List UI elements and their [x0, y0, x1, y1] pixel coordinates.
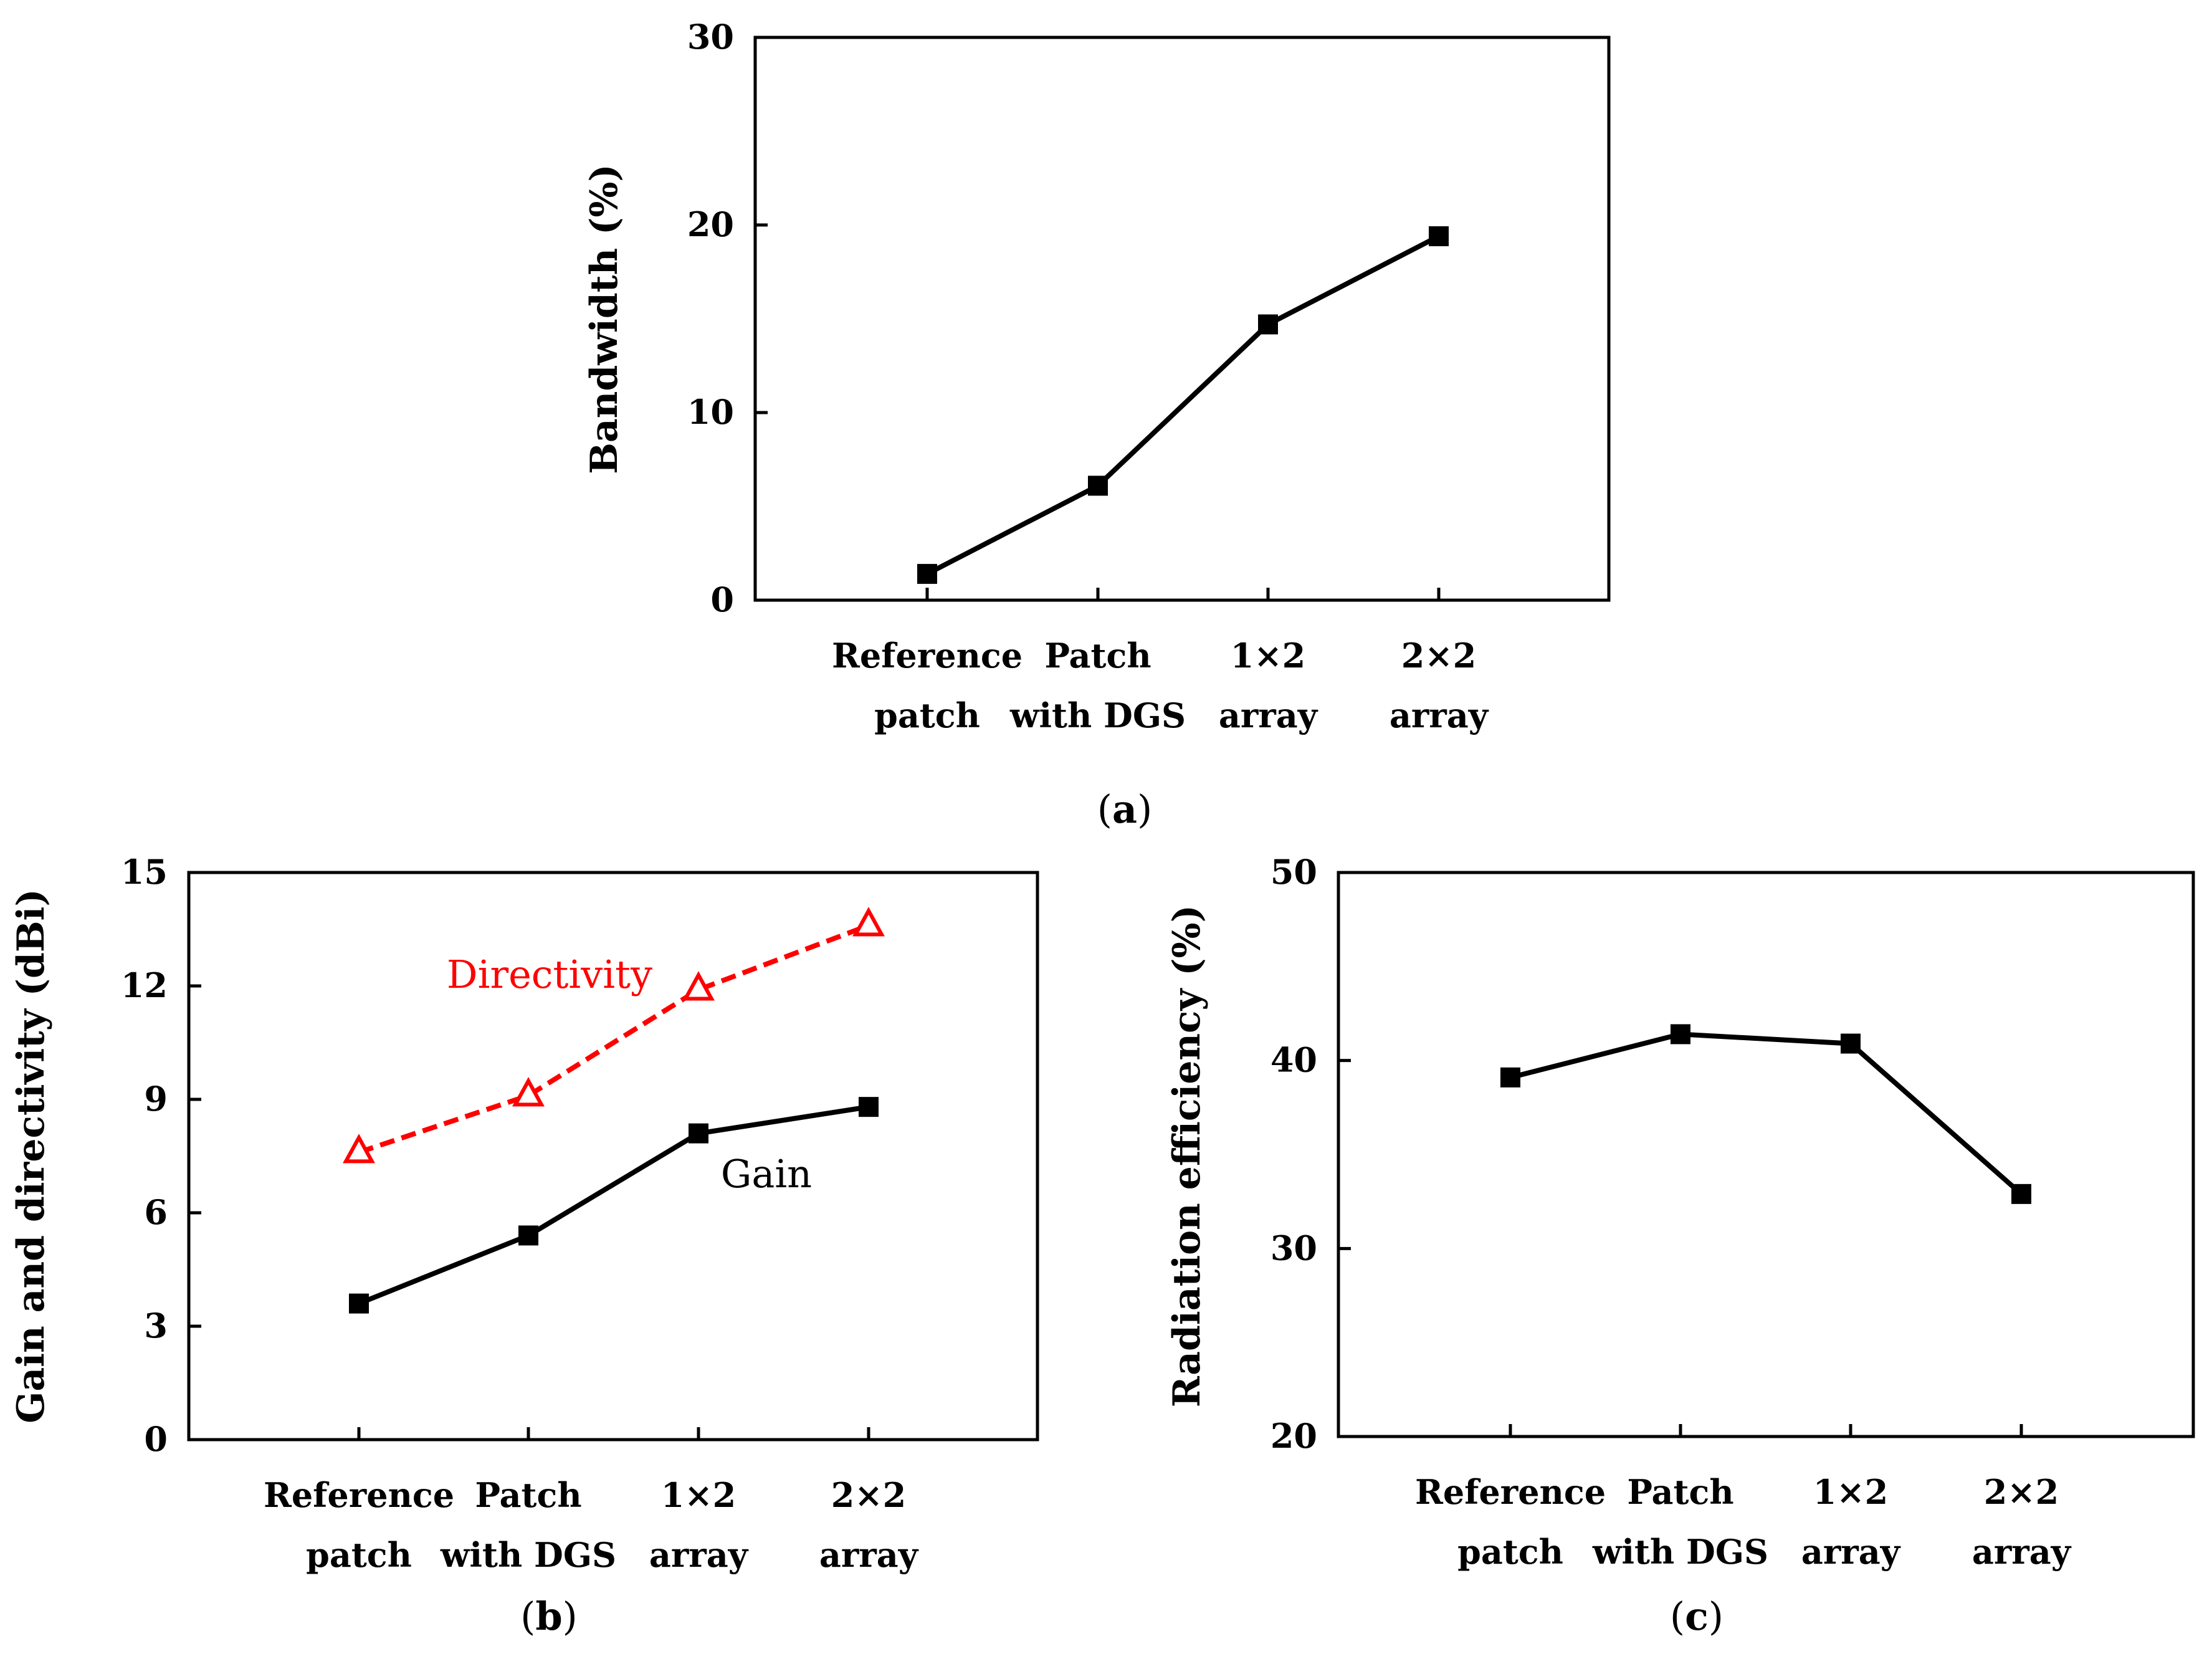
y-tick-label: 6 [144, 1192, 168, 1232]
x-category-label: Reference patch [1415, 1472, 1606, 1572]
x-category-line: array [1390, 696, 1489, 735]
y-tick-label: 40 [1270, 1040, 1317, 1080]
caption-paren-open: ( [520, 1594, 535, 1639]
caption-paren-close: ) [1137, 787, 1152, 832]
x-category-label: 1×2 array [1219, 636, 1318, 735]
data-point [2011, 1183, 2031, 1204]
y-tick-label: 20 [1270, 1416, 1317, 1456]
y-tick-label: 3 [144, 1306, 168, 1346]
x-category-line: Patch [475, 1475, 581, 1515]
data-point [1671, 1024, 1690, 1045]
y-tick-label: 30 [687, 17, 734, 57]
panel-caption: (c) [1670, 1594, 1723, 1639]
data-point [343, 1134, 375, 1164]
series-line-directivity [358, 923, 870, 1155]
data-point [1429, 226, 1449, 247]
caption-letter: b [535, 1594, 562, 1639]
x-category-line: array [819, 1535, 919, 1575]
x-category-label: Reference patch [832, 636, 1023, 735]
data-point [682, 971, 715, 1001]
x-category-line: with DGS [1009, 696, 1186, 735]
data-point [1088, 476, 1108, 496]
series-line-bandwidth [926, 234, 1440, 576]
x-category-line: array [1972, 1532, 2072, 1572]
annotation-gain: Gain [721, 1151, 812, 1197]
y-tick-label: 50 [1270, 852, 1317, 892]
x-category-label: 2×2 array [1390, 636, 1489, 735]
x-category-line: patch [306, 1535, 412, 1575]
plot-frame [753, 36, 1611, 602]
data-point [512, 1077, 545, 1107]
x-category-line: 2×2 [831, 1475, 906, 1515]
x-category-line: Patch [1627, 1472, 1733, 1512]
series-line-gain [358, 1104, 869, 1306]
x-category-label: 1×2 array [1801, 1472, 1901, 1572]
x-category-line: array [649, 1535, 749, 1575]
panel-caption: (b) [520, 1594, 578, 1639]
chart-c: 20 30 40 50 Reference patch Patch with DGS 1×2 ar… [1165, 852, 2195, 1639]
plot-frame [187, 871, 1039, 1442]
caption-paren-close: ) [1709, 1594, 1723, 1639]
x-category-label: Reference patch [264, 1475, 454, 1575]
caption-paren-close: ) [563, 1594, 578, 1639]
y-tick-label: 10 [687, 392, 734, 432]
y-tick-label: 0 [710, 580, 734, 619]
x-category-line: Reference [264, 1475, 454, 1515]
x-category-line: 2×2 [1401, 636, 1476, 676]
y-tick-label: 15 [121, 852, 168, 892]
x-category-line: array [1219, 696, 1318, 735]
x-category-line: 1×2 [661, 1475, 736, 1515]
data-point [917, 563, 937, 584]
y-tick-label: 20 [687, 204, 734, 244]
data-point [689, 1123, 708, 1144]
panel-caption: (a) [1097, 787, 1153, 832]
data-point [518, 1225, 538, 1246]
x-category-label: 1×2 array [649, 1475, 749, 1575]
x-category-label: Patch with DGS [1009, 636, 1186, 735]
y-tick-label: 12 [121, 965, 168, 1005]
y-axis-label: Gain and directivity (dBi) [9, 889, 53, 1423]
caption-paren-open: ( [1670, 1594, 1685, 1639]
y-tick-label: 30 [1270, 1228, 1317, 1268]
caption-letter: a [1112, 787, 1137, 832]
annotation-directivity: Directivity [447, 952, 652, 997]
data-point [859, 1097, 879, 1117]
data-point [1258, 314, 1278, 335]
x-category-line: Reference [1415, 1472, 1606, 1512]
chart-b: 0 3 6 9 12 15 Reference patch Patch with DGS 1×2 ar… [9, 852, 1039, 1639]
data-point [852, 907, 885, 937]
x-category-line: patch [874, 696, 980, 735]
x-category-line: with DGS [1592, 1532, 1768, 1572]
x-category-line: 1×2 [1231, 636, 1305, 676]
y-tick-label: 9 [144, 1079, 168, 1119]
data-point [1500, 1067, 1520, 1088]
x-category-line: 2×2 [1984, 1472, 2059, 1512]
x-category-line: Reference [832, 636, 1023, 676]
x-category-label: Patch with DGS [1592, 1472, 1768, 1572]
x-category-line: Patch [1044, 636, 1151, 676]
data-point [1841, 1033, 1861, 1054]
y-axis-label: Radiation efficiency (%) [1165, 905, 1209, 1407]
x-category-line: 1×2 [1813, 1472, 1888, 1512]
x-category-line: array [1801, 1532, 1901, 1572]
plot-frame [1337, 871, 2195, 1438]
y-tick-label: 0 [144, 1419, 168, 1459]
x-category-label: 2×2 array [1972, 1472, 2072, 1572]
x-category-line: with DGS [440, 1535, 616, 1575]
caption-letter: c [1685, 1594, 1709, 1639]
x-category-line: patch [1457, 1532, 1563, 1572]
caption-paren-open: ( [1097, 787, 1112, 832]
chart-a: 0 10 20 30 Reference patch Patch with DGS 1×2 arr… [583, 17, 1611, 832]
data-point [349, 1293, 369, 1314]
x-category-label: 2×2 array [819, 1475, 919, 1575]
series-line-radiation-efficiency [1510, 1031, 2023, 1196]
y-axis-label: Bandwidth (%) [583, 164, 626, 474]
x-category-label: Patch with DGS [440, 1475, 616, 1575]
